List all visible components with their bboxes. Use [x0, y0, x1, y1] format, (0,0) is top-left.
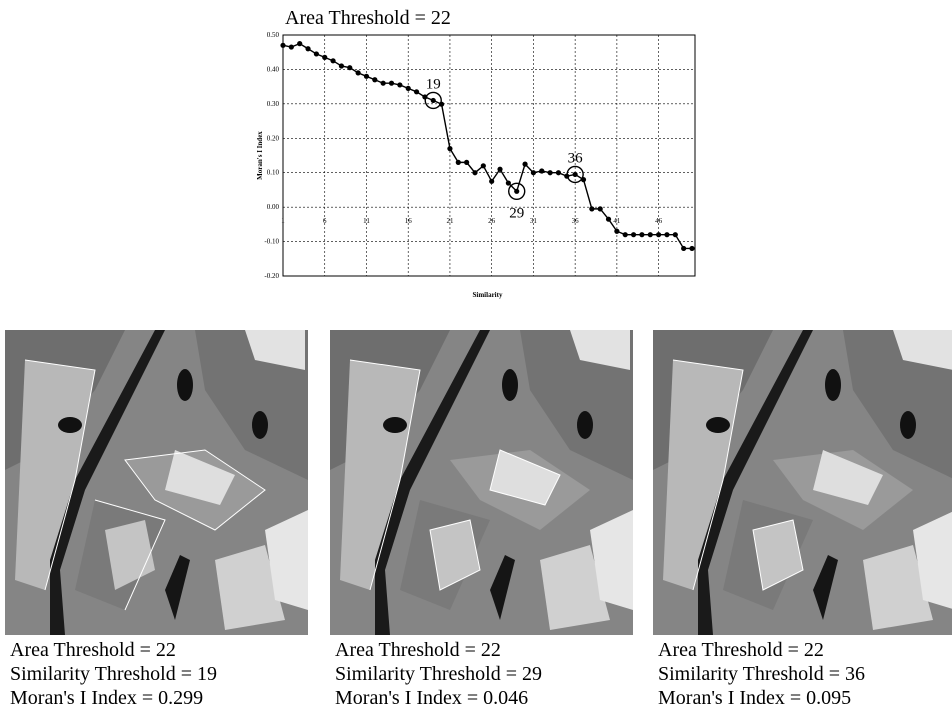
x-tick-label: 46	[655, 217, 663, 225]
caption-line: Moran's I Index = 0.095	[658, 687, 851, 709]
data-point	[397, 82, 403, 88]
x-tick-label: 1	[281, 217, 285, 225]
y-tick-label: 0.10	[267, 169, 280, 177]
data-point	[639, 232, 645, 238]
x-tick-label: 11	[363, 217, 370, 225]
data-point	[622, 232, 628, 238]
data-point	[297, 41, 303, 47]
caption-line: Moran's I Index = 0.299	[10, 687, 203, 709]
x-axis-label: Similarity	[473, 291, 503, 299]
data-point	[305, 46, 311, 52]
highlight-label: 19	[426, 76, 441, 92]
segmentation-image	[653, 330, 952, 635]
data-point	[530, 170, 537, 176]
x-tick-label: 21	[446, 217, 454, 225]
y-axis-label: Moran's I Index	[256, 131, 264, 180]
x-tick-label: 16	[405, 217, 413, 225]
y-tick-label: 0.30	[267, 100, 280, 108]
data-point	[630, 232, 637, 238]
caption-line: Similarity Threshold = 29	[335, 663, 542, 685]
data-point	[455, 159, 461, 165]
data-point	[505, 180, 511, 186]
y-tick-label: -0.10	[264, 238, 279, 246]
data-point	[472, 170, 478, 176]
data-point	[464, 159, 470, 165]
caption-line: Area Threshold = 22	[658, 639, 824, 661]
data-point	[681, 245, 687, 252]
y-tick-label: 0.50	[267, 31, 280, 39]
data-point	[405, 85, 411, 91]
data-point	[689, 245, 695, 252]
data-point	[647, 232, 653, 238]
data-point	[363, 73, 370, 79]
x-tick-label: 36	[572, 217, 580, 225]
highlight-ring	[424, 91, 442, 110]
data-point	[597, 206, 603, 212]
data-point	[413, 89, 420, 95]
plot-area	[282, 34, 696, 277]
data-point	[355, 70, 361, 76]
data-point	[539, 168, 545, 174]
data-point	[514, 188, 520, 194]
caption-line: Similarity Threshold = 36	[658, 663, 865, 685]
highlight-label: 36	[568, 150, 584, 166]
data-point	[572, 171, 578, 178]
data-point	[447, 146, 453, 152]
chart-title: Area Threshold = 22	[285, 7, 451, 29]
y-tick-label: 0.40	[267, 65, 280, 73]
data-point	[614, 228, 620, 234]
data-point	[664, 232, 670, 238]
data-point	[313, 51, 319, 57]
x-tick-label: 31	[530, 217, 538, 225]
highlight-ring	[508, 182, 526, 201]
x-tick-label: 41	[613, 217, 621, 225]
data-point	[372, 77, 378, 83]
data-point	[547, 170, 553, 176]
segmentation-image	[330, 330, 633, 635]
highlight-label: 29	[509, 205, 524, 221]
data-point	[605, 216, 612, 222]
y-tick-label: 0.20	[267, 134, 280, 142]
x-tick-label: 26	[488, 217, 496, 225]
caption-line: Area Threshold = 22	[10, 639, 176, 661]
data-point	[280, 42, 286, 48]
segmentation-image	[5, 330, 308, 635]
data-point	[480, 163, 486, 169]
data-point	[430, 97, 436, 104]
data-point	[555, 170, 562, 176]
x-tick-label: 6	[323, 217, 327, 225]
highlight-ring	[566, 165, 584, 184]
data-point	[497, 166, 503, 172]
data-point	[656, 232, 662, 238]
data-point	[489, 178, 495, 184]
data-point	[322, 54, 328, 60]
data-point	[338, 63, 345, 69]
y-tick-label: 0.00	[267, 203, 280, 211]
caption-line: Area Threshold = 22	[335, 639, 501, 661]
data-point	[672, 232, 678, 238]
data-point	[347, 65, 353, 71]
data-point	[288, 44, 294, 50]
y-tick-label: -0.20	[264, 272, 279, 280]
data-point	[522, 161, 528, 167]
data-point	[589, 206, 595, 212]
caption-line: Similarity Threshold = 19	[10, 663, 217, 685]
data-point	[380, 80, 386, 86]
data-point	[330, 58, 336, 64]
data-point	[388, 80, 395, 86]
caption-line: Moran's I Index = 0.046	[335, 687, 528, 709]
